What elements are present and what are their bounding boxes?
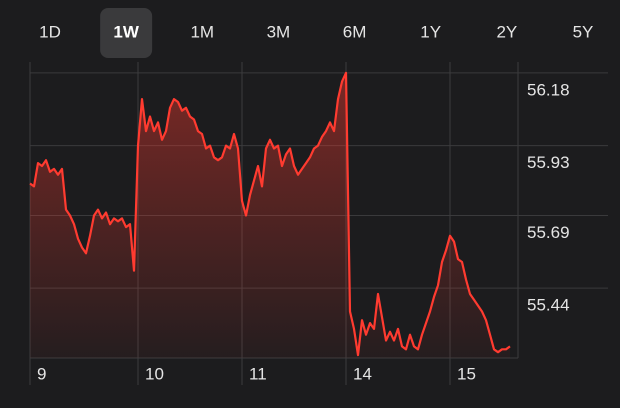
range-tab[interactable]: 2Y [496, 22, 517, 41]
range-tab[interactable]: 1W [113, 22, 139, 41]
y-tick-label: 56.18 [527, 80, 570, 99]
y-tick-label: 55.44 [527, 296, 570, 315]
x-tick-label: 11 [249, 364, 267, 383]
range-tab[interactable]: 6M [343, 22, 367, 41]
x-tick-label: 9 [37, 364, 46, 383]
range-tab[interactable]: 1D [39, 22, 61, 41]
range-tab[interactable]: 1M [190, 22, 214, 41]
range-tab[interactable]: 5Y [573, 22, 594, 41]
x-tick-label: 10 [145, 364, 164, 383]
y-tick-label: 55.69 [527, 223, 570, 242]
x-tick-label: 15 [457, 364, 476, 383]
x-tick-label: 14 [353, 364, 372, 383]
selected-tab-bg [100, 8, 153, 58]
range-tab[interactable]: 1Y [420, 22, 441, 41]
range-tab[interactable]: 3M [267, 22, 291, 41]
y-tick-label: 55.93 [527, 153, 570, 172]
price-area [30, 72, 510, 359]
price-line [29, 71, 511, 357]
